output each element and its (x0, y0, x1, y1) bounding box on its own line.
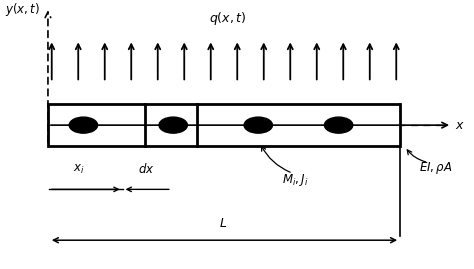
Ellipse shape (244, 117, 273, 133)
Text: $L$: $L$ (219, 217, 227, 229)
Text: $dx$: $dx$ (138, 162, 155, 176)
Bar (48, 104, 400, 146)
Text: $y(x,t)$: $y(x,t)$ (5, 1, 40, 18)
Text: $M_i, J_i$: $M_i, J_i$ (282, 172, 309, 188)
Text: $x$: $x$ (456, 119, 465, 132)
Text: $q(x,t)$: $q(x,t)$ (209, 10, 246, 27)
Ellipse shape (69, 117, 98, 133)
Ellipse shape (324, 117, 353, 133)
Text: $x_i$: $x_i$ (73, 163, 84, 176)
Ellipse shape (159, 117, 187, 133)
Text: $EI, \rho A$: $EI, \rho A$ (419, 160, 453, 176)
